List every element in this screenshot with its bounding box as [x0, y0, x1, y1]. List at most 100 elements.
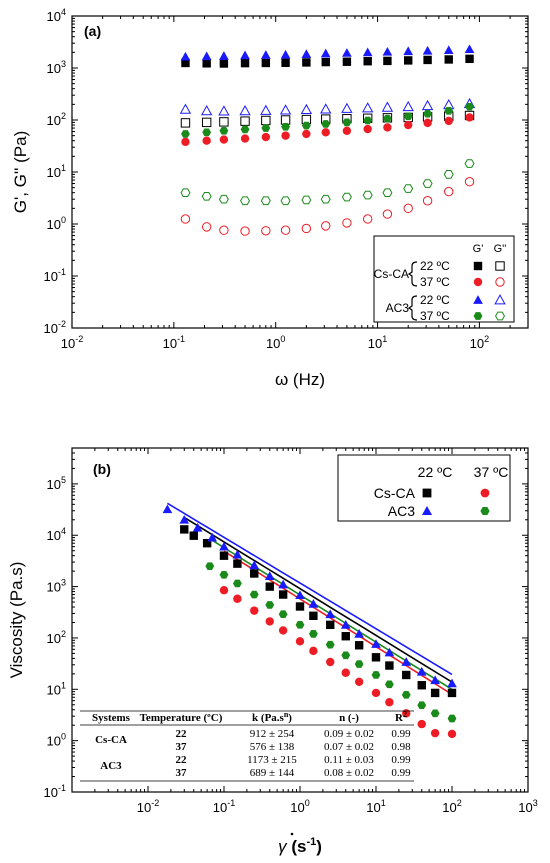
data-point [233, 559, 242, 568]
data-point [443, 170, 454, 179]
table-cell-r2: 0.98 [391, 741, 411, 753]
data-point [180, 525, 189, 534]
data-point [403, 112, 413, 121]
data-point [320, 194, 331, 204]
legend-box [373, 235, 515, 323]
data-point [278, 610, 288, 619]
data-point [342, 218, 352, 228]
data-point [340, 620, 351, 629]
data-point [385, 698, 394, 707]
legend-system-label: AC3 [386, 301, 410, 315]
data-point [239, 104, 251, 116]
data-point [281, 122, 290, 131]
data-point [447, 678, 457, 688]
legend-system-label: Cs-CA [374, 267, 409, 281]
data-point [383, 56, 392, 66]
data-point [381, 101, 394, 112]
y-tick-label: 100 [47, 732, 66, 749]
data-point [219, 225, 229, 235]
x-tick-label: 10-1 [163, 334, 185, 351]
data-point [180, 214, 191, 224]
data-point [219, 551, 229, 560]
series-b [180, 525, 457, 698]
table-cell-temp: 22 [176, 728, 188, 740]
data-point [447, 688, 457, 698]
legend-temp-label: 22 ºC [420, 293, 450, 307]
data-point [308, 599, 319, 608]
data-point [430, 728, 440, 738]
data-point [363, 57, 372, 66]
y-tick-label: 10-2 [44, 319, 66, 336]
table-cell-n: 0.09 ± 0.02 [324, 728, 374, 740]
data-point [240, 134, 250, 143]
data-point [404, 56, 413, 65]
table-cell-k: 689 ± 144 [250, 767, 295, 779]
table-header: k (Pa.sn) [252, 710, 292, 724]
table-cell-system: AC3 [100, 760, 122, 772]
x-axis-label-a: ω (Hz) [275, 370, 325, 389]
legend-temp-label: 22 ºC [420, 259, 450, 273]
table-cell-n: 0.07 ± 0.02 [324, 741, 374, 753]
y-tick-label: 101 [47, 680, 66, 697]
data-point [403, 203, 413, 214]
data-point [354, 660, 364, 668]
data-point [192, 522, 203, 532]
data-point [205, 562, 215, 570]
legend-col-header: 22 ºC [418, 464, 453, 480]
data-point [218, 194, 229, 204]
data-point [325, 640, 335, 649]
data-point [444, 107, 454, 115]
panel-label-b: (b) [93, 461, 111, 477]
data-point [321, 120, 331, 128]
legend-marker [495, 311, 505, 321]
x-tick-label: 10-1 [213, 798, 235, 815]
data-point [280, 49, 291, 59]
data-point [179, 103, 192, 114]
y-tick-label: 101 [47, 163, 66, 180]
data-point [423, 55, 432, 65]
data-point [403, 46, 414, 56]
data-point [240, 50, 250, 60]
legend-marker [421, 505, 433, 516]
data-point [240, 196, 251, 206]
data-point [240, 226, 250, 236]
data-point [342, 57, 352, 66]
data-point [309, 611, 318, 620]
table-header: n (-) [339, 712, 359, 724]
data-point [202, 128, 212, 137]
panel-b: 10-2 10-1 100 101 102 103 10-1 100 101 102 103 104 1… [7, 447, 538, 856]
data-point [219, 135, 229, 144]
data-point [430, 688, 440, 698]
series-a [180, 159, 475, 206]
legend-marker [422, 488, 432, 498]
series-a [181, 54, 474, 68]
data-point [422, 45, 433, 55]
data-point [280, 115, 291, 125]
data-point [202, 136, 211, 145]
data-point [341, 632, 350, 641]
legend-marker [495, 277, 505, 287]
data-point [404, 120, 413, 130]
data-point [202, 538, 212, 548]
data-point [417, 681, 426, 690]
data-point [320, 103, 332, 114]
data-point [417, 719, 426, 729]
data-point [401, 657, 412, 666]
data-point [382, 46, 393, 56]
data-point [416, 666, 427, 676]
data-point [385, 661, 394, 670]
table-header: Temperature (ºC) [140, 712, 223, 724]
data-point [341, 651, 351, 660]
data-point [325, 609, 336, 619]
data-point [362, 102, 374, 113]
data-point [219, 59, 229, 68]
data-point [250, 606, 259, 615]
data-point [403, 184, 414, 193]
data-point [232, 549, 243, 559]
legend-a: G' G'' Cs-CA 22 ºC 37 ºC AC3 22 ºC 37 ºC [373, 235, 515, 323]
data-point [423, 118, 432, 128]
data-point [265, 617, 274, 626]
data-point [371, 653, 381, 662]
data-point [181, 130, 190, 138]
